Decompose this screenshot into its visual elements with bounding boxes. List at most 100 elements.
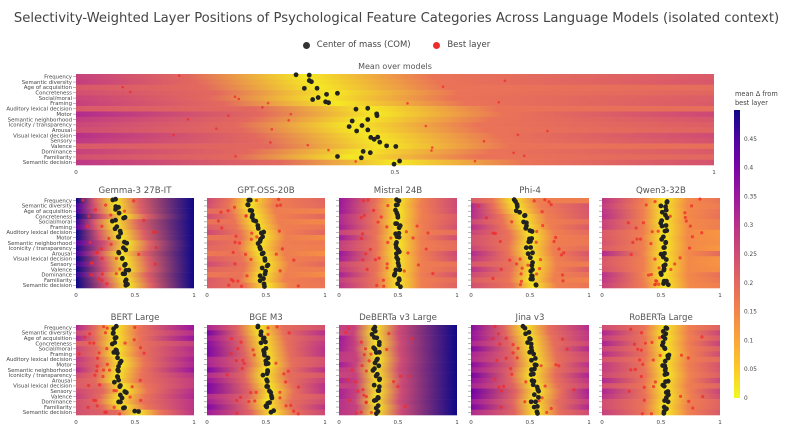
category-label: Concreteness (35, 341, 72, 347)
best-layer-point (142, 351, 146, 355)
com-point (527, 336, 533, 342)
best-layer-point (431, 271, 435, 276)
com-point (116, 399, 121, 405)
best-layer-point (354, 160, 357, 163)
com-point (116, 234, 122, 240)
com-point (659, 209, 665, 215)
legend-item-com[interactable]: Center of mass (COM) (302, 40, 411, 50)
com-point (397, 158, 402, 164)
best-layer-point (254, 390, 258, 394)
best-layer-point (266, 326, 270, 330)
com-point (265, 355, 271, 361)
colorbar-tick-label: 0.1 (744, 338, 754, 344)
best-layer-point (86, 405, 90, 410)
category-label: Sensory (50, 262, 72, 268)
com-point (514, 202, 520, 207)
heat-row (207, 277, 325, 284)
best-layer-point (516, 346, 520, 350)
best-layer-point (361, 258, 365, 262)
com-point (393, 251, 399, 257)
com-point (260, 372, 266, 378)
best-layer-point (237, 241, 242, 245)
heat-row (471, 409, 589, 416)
best-layer-point (289, 112, 293, 116)
com-point (658, 270, 664, 276)
com-point (529, 357, 534, 363)
best-layer-point (367, 359, 371, 363)
best-layer-point (363, 347, 368, 351)
com-point (310, 97, 316, 102)
com-point (349, 118, 355, 124)
best-layer-point (153, 262, 157, 266)
category-label: Semantic decision (23, 283, 72, 289)
category-label: Iconicity / transparency (9, 373, 73, 379)
com-point (115, 367, 121, 373)
best-layer-point (651, 384, 656, 389)
best-layer-point (638, 358, 642, 362)
best-layer-point (275, 204, 279, 208)
heat-row (207, 213, 325, 220)
com-point (384, 143, 390, 149)
best-layer-point (88, 341, 92, 345)
best-layer-point (410, 336, 414, 341)
heat-row (602, 356, 720, 363)
best-layer-point (658, 336, 662, 340)
best-layer-point (364, 394, 368, 399)
category-label: Visual lexical decision (13, 133, 72, 139)
best-layer-point (562, 251, 566, 255)
best-layer-point (497, 100, 501, 104)
com-point (132, 408, 138, 414)
best-layer-point (683, 211, 687, 215)
best-layer-point (377, 256, 381, 260)
category-label: Motor (56, 112, 72, 118)
com-point (122, 261, 128, 267)
heat-row (339, 325, 457, 331)
com-point (360, 149, 366, 154)
category-label: Dominance (41, 273, 72, 279)
com-point (533, 362, 539, 368)
heat-row (207, 219, 325, 225)
best-layer-point (678, 256, 682, 260)
com-point (665, 282, 671, 288)
best-layer-point (362, 353, 366, 357)
category-label: Concreteness (35, 91, 72, 97)
best-layer-point (245, 274, 249, 278)
best-layer-point (519, 279, 524, 283)
com-point (370, 367, 376, 373)
best-layer-point (642, 398, 646, 402)
com-point (125, 281, 130, 287)
heat-row (76, 240, 194, 246)
x-tick-label: 1 (192, 293, 196, 299)
best-layer-point (683, 215, 687, 220)
best-layer-point (540, 396, 544, 400)
legend-item-best[interactable]: Best layer (433, 40, 490, 50)
heat-row (76, 330, 194, 336)
best-layer-point (498, 239, 502, 244)
best-layer-point (545, 410, 549, 414)
best-layer-point (638, 237, 643, 241)
best-layer-point (369, 352, 373, 356)
best-layer-point (255, 235, 259, 239)
best-layer-point (95, 369, 99, 373)
best-layer-point (132, 338, 136, 342)
best-layer-point (154, 245, 158, 250)
best-layer-point (411, 236, 415, 240)
heat-row (76, 74, 714, 80)
best-layer-point (668, 214, 672, 218)
best-layer-point (500, 389, 504, 393)
category-label: Motor (56, 363, 72, 369)
best-layer-point (653, 199, 657, 204)
best-layer-point (385, 347, 389, 352)
x-tick-label: 1 (587, 293, 591, 299)
heat-row (76, 203, 194, 209)
best-layer-point (118, 412, 122, 416)
best-layer-point (416, 263, 421, 267)
best-layer-point (657, 266, 661, 270)
com-point (511, 197, 517, 203)
best-layer-point (251, 348, 255, 352)
best-layer-point (543, 384, 547, 388)
best-layer-point (535, 229, 539, 234)
best-layer-point (482, 139, 486, 143)
com-point (521, 219, 526, 225)
best-layer-point (104, 203, 108, 207)
